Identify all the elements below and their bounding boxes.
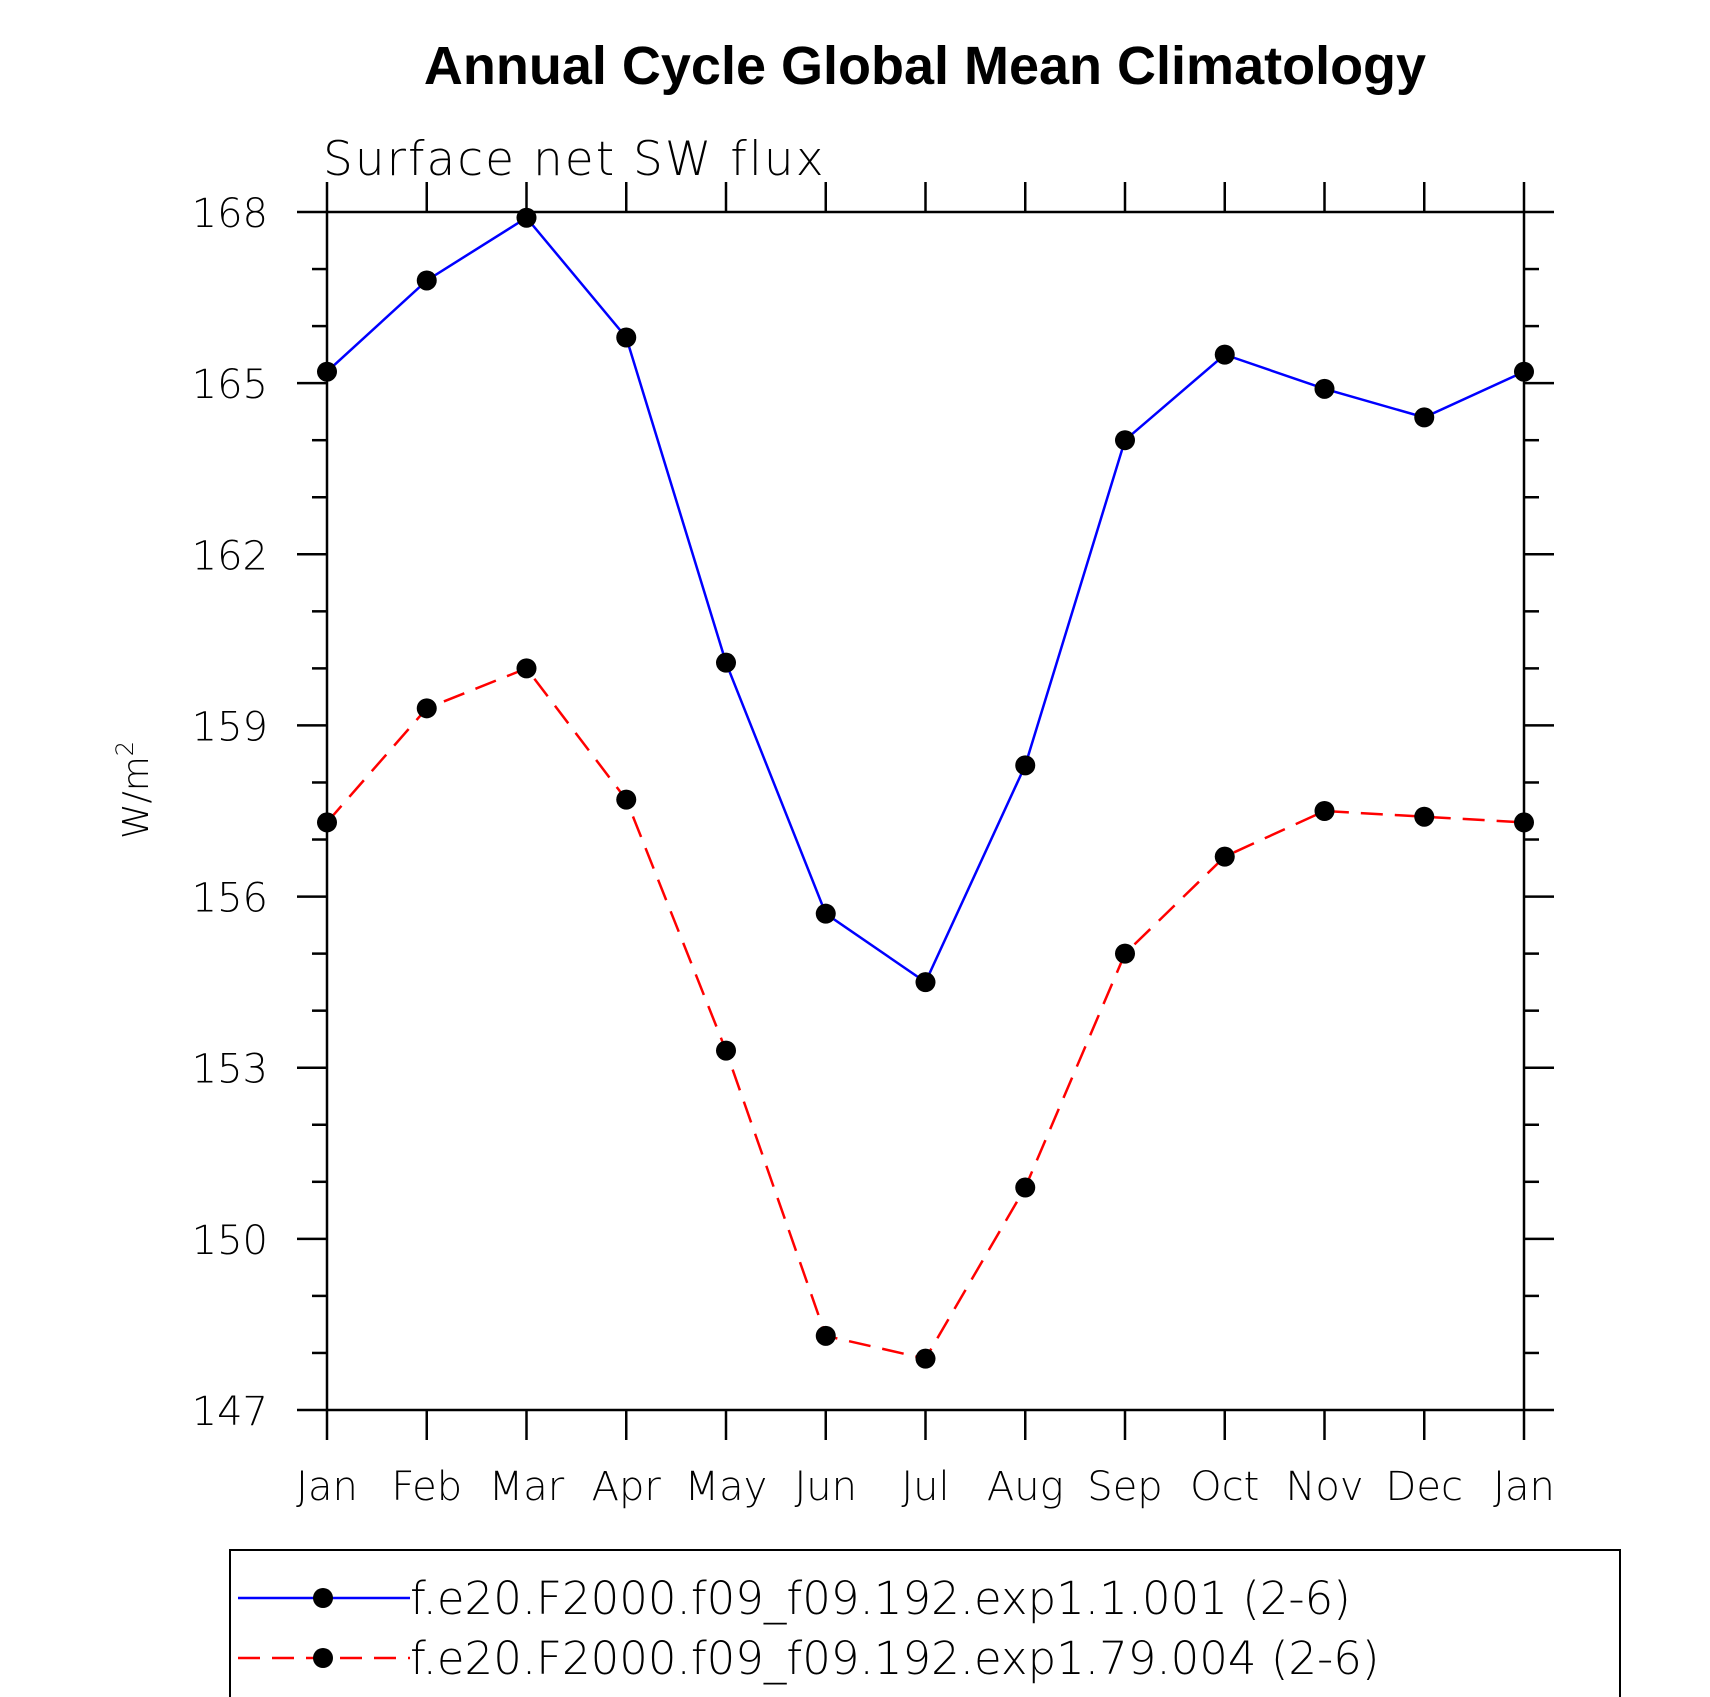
y-tick-label: 150 xyxy=(192,1218,268,1264)
legend-marker xyxy=(313,1648,333,1668)
data-point xyxy=(1015,755,1036,776)
y-axis-label: W/m2 xyxy=(111,741,157,839)
legend-entry: f.e20.F2000.f09_f09.192.exp1.79.004 (2-6… xyxy=(238,1632,1379,1685)
data-point xyxy=(716,1040,736,1061)
data-point xyxy=(815,903,836,924)
data-point xyxy=(1214,846,1235,867)
x-tick-label: Mar xyxy=(489,1464,565,1510)
x-tick-label: May xyxy=(685,1464,768,1510)
legend: f.e20.F2000.f09_f09.192.exp1.1.001 (2-6)… xyxy=(238,1572,1379,1685)
legend-box xyxy=(229,1549,1621,1697)
data-point xyxy=(1514,812,1534,833)
chart-subtitle: Surface net SW flux xyxy=(323,132,826,187)
data-point xyxy=(1115,943,1135,964)
data-point xyxy=(1115,430,1135,451)
data-point xyxy=(416,270,437,291)
data-point xyxy=(416,698,437,719)
data-point xyxy=(716,652,736,673)
series-line xyxy=(326,666,1525,1361)
data-point xyxy=(1414,806,1435,827)
y-tick-label: 147 xyxy=(192,1389,268,1435)
axis-tick-labels: Jan Feb Mar Apr May Jun Jul Aug Sep Oct Nov Dec Jan 1… xyxy=(192,191,1555,1510)
data-point xyxy=(317,361,337,382)
legend-entry: f.e20.F2000.f09_f09.192.exp1.1.001 (2-6) xyxy=(238,1572,1351,1625)
x-tick-label: Jan xyxy=(1493,1464,1555,1510)
series-2 xyxy=(317,658,1534,1369)
svg-text:W/m2: W/m2 xyxy=(111,741,157,839)
legend-marker xyxy=(313,1588,333,1608)
x-tick-label: Apr xyxy=(592,1464,662,1510)
y-tick-label: 168 xyxy=(192,191,268,237)
y-tick-label: 156 xyxy=(192,876,268,922)
data-point xyxy=(616,789,637,810)
data-point xyxy=(1214,344,1235,365)
data-point xyxy=(1314,801,1335,821)
series-1 xyxy=(317,207,1534,993)
data-point xyxy=(516,658,537,679)
x-tick-label: Oct xyxy=(1190,1464,1259,1510)
x-tick-label: Sep xyxy=(1087,1464,1162,1510)
x-tick-label: Feb xyxy=(391,1464,462,1510)
x-tick-label: Jun xyxy=(795,1464,858,1510)
y-axis-label-text: W/m xyxy=(116,756,157,839)
legend-label: f.e20.F2000.f09_f09.192.exp1.79.004 (2-6… xyxy=(410,1632,1379,1685)
legend-label: f.e20.F2000.f09_f09.192.exp1.1.001 (2-6) xyxy=(410,1572,1351,1625)
data-point xyxy=(1414,407,1435,428)
data-point xyxy=(815,1325,836,1346)
data-point xyxy=(1015,1177,1036,1198)
x-tick-label: Jul xyxy=(901,1464,949,1510)
x-tick-label: Nov xyxy=(1285,1464,1363,1510)
data-point xyxy=(317,812,337,833)
data-point xyxy=(915,972,936,993)
y-axis-label-exponent: 2 xyxy=(111,741,139,756)
y-tick-label: 162 xyxy=(192,533,268,579)
data-point xyxy=(516,207,537,228)
axis-ticks xyxy=(297,182,1554,1440)
data-point xyxy=(1514,361,1534,382)
y-tick-label: 159 xyxy=(192,704,268,750)
data-point xyxy=(915,1348,936,1369)
y-tick-label: 165 xyxy=(192,362,268,408)
chart-title: Annual Cycle Global Mean Climatology xyxy=(424,36,1426,96)
x-tick-label: Aug xyxy=(987,1464,1064,1510)
data-point xyxy=(616,327,637,348)
series-line xyxy=(326,216,1525,985)
x-tick-label: Jan xyxy=(296,1464,358,1510)
x-tick-label: Dec xyxy=(1386,1464,1463,1510)
data-point xyxy=(1314,378,1335,399)
series-layer xyxy=(317,207,1534,1369)
y-tick-label: 153 xyxy=(192,1047,268,1093)
